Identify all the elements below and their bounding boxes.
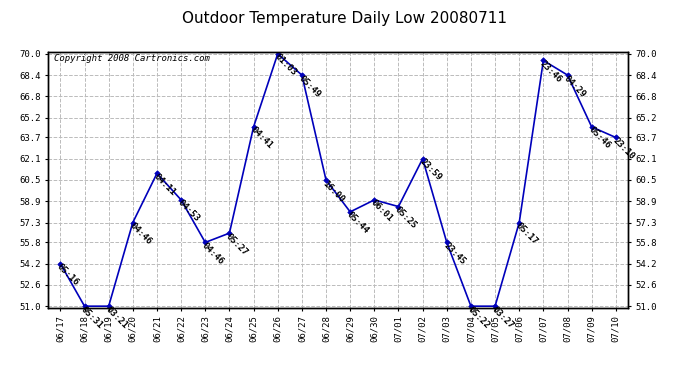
Text: 05:25: 05:25 (393, 205, 419, 231)
Text: 04:11: 04:11 (152, 172, 177, 197)
Text: 23:45: 23:45 (442, 241, 467, 266)
Text: 04:53: 04:53 (176, 198, 201, 224)
Text: 04:41: 04:41 (248, 126, 274, 151)
Text: 05:17: 05:17 (514, 221, 540, 246)
Text: 04:46: 04:46 (200, 241, 226, 266)
Text: 03:21: 03:21 (104, 305, 129, 330)
Text: 05:44: 05:44 (345, 210, 371, 236)
Text: 16:00: 16:00 (321, 178, 346, 204)
Text: 05:22: 05:22 (466, 305, 491, 330)
Text: 01:03: 01:03 (273, 53, 298, 78)
Text: 05:49: 05:49 (297, 74, 322, 99)
Text: 04:46: 04:46 (128, 221, 153, 246)
Text: Copyright 2008 Cartronics.com: Copyright 2008 Cartronics.com (54, 54, 210, 63)
Text: 23:59: 23:59 (417, 158, 443, 183)
Text: 05:31: 05:31 (79, 305, 105, 330)
Text: 06:01: 06:01 (369, 198, 395, 224)
Text: 05:46: 05:46 (586, 126, 612, 151)
Text: 05:16: 05:16 (55, 262, 81, 288)
Text: Outdoor Temperature Daily Low 20080711: Outdoor Temperature Daily Low 20080711 (182, 11, 508, 26)
Text: 03:27: 03:27 (490, 305, 515, 330)
Text: 04:29: 04:29 (562, 74, 588, 99)
Text: 23:46: 23:46 (538, 59, 564, 84)
Text: 05:27: 05:27 (224, 232, 250, 257)
Text: 23:10: 23:10 (611, 136, 636, 162)
